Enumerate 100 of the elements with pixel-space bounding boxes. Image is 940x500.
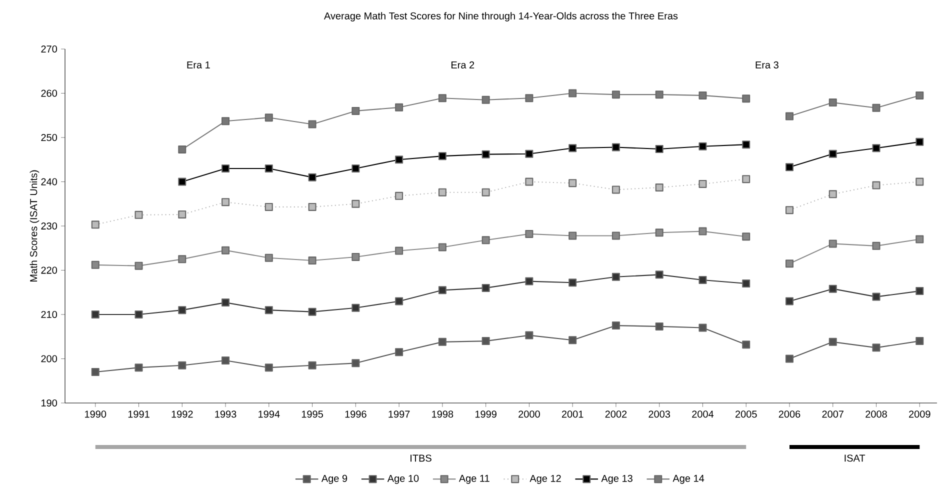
point (742, 175, 750, 184)
y-tick-label: 200 (41, 355, 58, 362)
point (395, 192, 404, 200)
point (525, 277, 534, 286)
text: ISAT (844, 454, 866, 462)
point (438, 243, 446, 252)
y-tick-label: 240 (41, 178, 58, 186)
point (525, 230, 534, 238)
x-tick-label: 2000 (518, 410, 540, 418)
point (308, 202, 316, 211)
x-tick-label: 1996 (345, 410, 366, 418)
y-axis-title: Math Scores (ISAT Units) (30, 170, 40, 282)
point (742, 280, 750, 288)
point (352, 200, 360, 208)
point (872, 242, 880, 250)
point (91, 220, 100, 229)
x-tick-label: 2002 (605, 410, 627, 418)
point (655, 270, 664, 279)
point (438, 188, 446, 196)
x-tick-label: 2008 (866, 410, 887, 418)
point (785, 163, 794, 172)
point (785, 354, 794, 363)
point (525, 331, 534, 340)
point (352, 252, 360, 261)
point (916, 178, 924, 186)
point (178, 178, 186, 186)
point (698, 227, 707, 236)
point (612, 232, 620, 240)
point (872, 144, 880, 152)
point (308, 308, 316, 316)
x-tick-label: 2005 (735, 410, 757, 418)
point (916, 138, 924, 146)
point (525, 94, 534, 102)
point (308, 120, 316, 128)
legend-label: Age 11 (458, 474, 490, 484)
point (438, 338, 446, 346)
point (568, 278, 577, 287)
point (395, 297, 404, 306)
point (222, 246, 230, 254)
point (568, 89, 577, 98)
point (134, 262, 143, 270)
point (828, 150, 837, 158)
point (264, 364, 273, 372)
legend-label: Age 10 (387, 474, 419, 484)
point (134, 310, 143, 318)
point (308, 256, 316, 265)
point (872, 292, 880, 301)
point (916, 235, 924, 244)
point (525, 178, 534, 186)
y-tick-label: 210 (41, 310, 58, 318)
x-tick-label: 1992 (172, 410, 193, 418)
point (395, 246, 404, 255)
point (222, 198, 230, 206)
y-tick-label: 250 (41, 134, 58, 142)
legend-label: Age 12 (530, 474, 561, 484)
point (655, 90, 664, 99)
x-tick-label: 2009 (909, 410, 930, 418)
point (308, 173, 316, 182)
point (916, 287, 924, 296)
point (742, 140, 750, 149)
point (222, 298, 230, 307)
point (91, 368, 100, 376)
point (264, 254, 273, 262)
point (308, 361, 316, 370)
point (395, 103, 404, 112)
x-tick-label: 1993 (215, 410, 236, 418)
point (482, 150, 490, 158)
point (655, 184, 664, 192)
point (568, 232, 577, 240)
point (612, 143, 620, 152)
point (568, 144, 577, 152)
point (872, 104, 880, 112)
point (482, 284, 490, 292)
annotation: Era 3 (756, 61, 778, 68)
point (352, 359, 360, 368)
point (828, 190, 837, 198)
point (91, 310, 100, 318)
point (785, 206, 794, 214)
point (612, 90, 620, 99)
point (482, 188, 490, 196)
point (482, 236, 490, 244)
point (655, 145, 664, 154)
x-tick-label: 1990 (85, 410, 106, 418)
point (916, 91, 924, 100)
point (178, 361, 186, 370)
point (872, 344, 880, 352)
y-tick-label: 260 (41, 90, 58, 97)
point (178, 255, 186, 264)
point (264, 306, 273, 314)
point (612, 322, 620, 330)
point (352, 304, 360, 312)
point (482, 337, 490, 346)
point (438, 94, 446, 102)
point (222, 117, 230, 126)
point (872, 181, 880, 190)
point (698, 142, 707, 150)
x-tick-label: 2003 (648, 410, 670, 418)
point (438, 286, 446, 294)
point (178, 145, 186, 154)
point (916, 337, 924, 346)
